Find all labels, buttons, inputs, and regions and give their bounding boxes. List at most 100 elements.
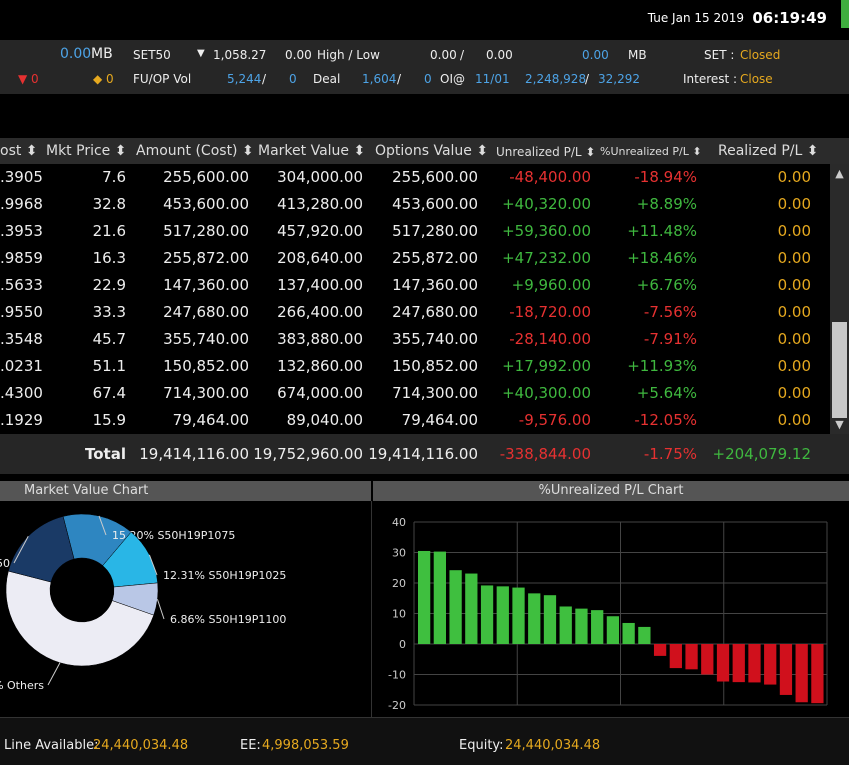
header-market-value[interactable]: Market Value ⬍: [258, 143, 366, 159]
header-cost[interactable]: ost ⬍: [0, 143, 38, 159]
cell-upl: -18,720.00: [509, 303, 591, 321]
portfolio-table-body: .3905 7.6 255,600.00 304,000.00 255,600.00 -4…: [0, 164, 830, 434]
bar[interactable]: [543, 595, 557, 644]
pie-chart-svg: 15.20% S50H19P1075 12.31% S50H19P1025 6.86…: [0, 513, 286, 692]
cell-price: 15.9: [92, 411, 126, 429]
cell-mv: 89,040.00: [286, 411, 363, 429]
table-row[interactable]: .0231 51.1 150,852.00 132,860.00 150,852.00 +…: [0, 353, 830, 380]
bar[interactable]: [811, 644, 824, 704]
bar[interactable]: [748, 644, 761, 683]
bar[interactable]: [418, 550, 431, 644]
header-mkt-price[interactable]: Mkt Price ⬍: [46, 143, 127, 159]
market-value-chart: 15.20% S50H19P1075 12.31% S50H19P1025 6.86…: [0, 501, 371, 717]
header-options-value[interactable]: Options Value ⬍: [375, 143, 489, 159]
cell-mv: 208,640.00: [277, 249, 363, 267]
bar[interactable]: [496, 586, 509, 644]
spacer: [0, 94, 849, 136]
cell-upl: -48,400.00: [509, 168, 591, 186]
cell-pupl: +18.46%: [627, 249, 697, 267]
bar[interactable]: [606, 616, 620, 644]
bar[interactable]: [512, 587, 525, 644]
bar[interactable]: [779, 644, 793, 695]
table-row[interactable]: .4300 67.4 714,300.00 674,000.00 714,300.00 +…: [0, 380, 830, 407]
y-tick-label: 10: [392, 608, 406, 621]
scroll-down-icon[interactable]: ▼: [835, 418, 844, 431]
bar[interactable]: [622, 622, 635, 644]
cell-upl: +59,360.00: [502, 222, 591, 240]
line-available-label: Line Available:: [4, 738, 99, 753]
cell-cost: .9968: [0, 195, 43, 213]
bar[interactable]: [653, 644, 667, 656]
header-amount-cost[interactable]: Amount (Cost) ⬍: [136, 143, 254, 159]
fuop-vol-2: 0: [289, 72, 297, 86]
clock-display: 06:19:49: [752, 9, 827, 27]
status-indicator: [841, 0, 849, 28]
fuop-vol: 5,244: [227, 72, 262, 86]
cell-rpl: 0.00: [777, 330, 811, 348]
scroll-thumb[interactable]: [832, 322, 847, 418]
table-row[interactable]: .3905 7.6 255,600.00 304,000.00 255,600.00 -4…: [0, 164, 830, 191]
date-display: Tue Jan 15 2019: [647, 11, 744, 25]
bar[interactable]: [559, 606, 572, 644]
table-row[interactable]: .9550 33.3 247,680.00 266,400.00 247,680.00 -…: [0, 299, 830, 326]
header-pct-unrealized-pl[interactable]: %Unrealized P/L ⬍: [600, 145, 702, 158]
bar[interactable]: [732, 644, 745, 683]
total-realized-pl: +204,079.12: [712, 445, 811, 463]
cell-pupl: +6.76%: [636, 276, 697, 294]
header-unrealized-pl[interactable]: Unrealized P/L ⬍: [496, 145, 596, 159]
cell-cost: .3905: [0, 168, 43, 186]
interest-label: Interest :: [683, 72, 738, 86]
table-row[interactable]: .1929 15.9 79,464.00 89,040.00 79,464.00 -9,5…: [0, 407, 830, 434]
cell-rpl: 0.00: [777, 411, 811, 429]
cell-amount: 255,600.00: [163, 168, 249, 186]
index-name[interactable]: SET50: [133, 48, 171, 62]
pie-slice[interactable]: [5, 570, 155, 667]
table-row[interactable]: .9968 32.8 453,600.00 413,280.00 453,600.00 +…: [0, 191, 830, 218]
bar[interactable]: [480, 585, 494, 644]
bar[interactable]: [449, 570, 462, 644]
cell-ov: 255,872.00: [392, 249, 478, 267]
cell-pupl: +11.93%: [627, 357, 697, 375]
bar-chart-svg: 40 30 20 10 0 -10 -20: [388, 516, 828, 712]
y-tick-label: 40: [392, 516, 406, 529]
cell-mv: 674,000.00: [277, 384, 363, 402]
bar[interactable]: [575, 608, 588, 644]
cell-mv: 304,000.00: [277, 168, 363, 186]
set-status: Closed: [740, 48, 781, 62]
bar[interactable]: [591, 610, 604, 644]
table-row[interactable]: .5633 22.9 147,360.00 137,400.00 147,360.00 +…: [0, 272, 830, 299]
table-row[interactable]: .3953 21.6 517,280.00 457,920.00 517,280.00 +…: [0, 218, 830, 245]
cell-cost: .0231: [0, 357, 43, 375]
ee-value: 4,998,053.59: [262, 738, 349, 753]
bar[interactable]: [716, 644, 730, 682]
low-value: 0.00: [486, 48, 513, 62]
bar[interactable]: [638, 626, 651, 644]
scroll-up-icon[interactable]: ▲: [835, 167, 844, 180]
slash: /: [262, 72, 267, 86]
pie-slice-label: 50: [0, 557, 10, 570]
high-value: 0.00: [430, 48, 457, 62]
cell-ov: 247,680.00: [392, 303, 478, 321]
pie-slice[interactable]: [8, 516, 75, 583]
table-scrollbar[interactable]: ▲ ▼: [830, 164, 849, 434]
bar[interactable]: [433, 551, 447, 644]
index-value: 1,058.27: [213, 48, 267, 62]
total-label: Total: [85, 445, 126, 463]
account-footer: Line Available: 24,440,034.48 EE: 4,998,…: [0, 717, 849, 765]
bar[interactable]: [669, 644, 682, 669]
slash: /: [397, 72, 402, 86]
bar[interactable]: [528, 593, 541, 644]
table-row[interactable]: .3548 45.7 355,740.00 383,880.00 355,740.00 -…: [0, 326, 830, 353]
oi-value: 2,248,928: [525, 72, 587, 86]
table-row[interactable]: .9859 16.3 255,872.00 208,640.00 255,872.00 +…: [0, 245, 830, 272]
pie-slice-label: 15.20% S50H19P1075: [112, 529, 235, 542]
bar[interactable]: [764, 644, 777, 685]
cell-rpl: 0.00: [777, 357, 811, 375]
cell-upl: -9,576.00: [518, 411, 591, 429]
bar[interactable]: [465, 573, 478, 644]
header-realized-pl[interactable]: Realized P/L ⬍: [718, 143, 819, 159]
index-dropdown-icon[interactable]: ▼: [197, 48, 205, 59]
bar[interactable]: [795, 644, 808, 703]
bar[interactable]: [685, 644, 698, 670]
bar[interactable]: [701, 644, 714, 675]
